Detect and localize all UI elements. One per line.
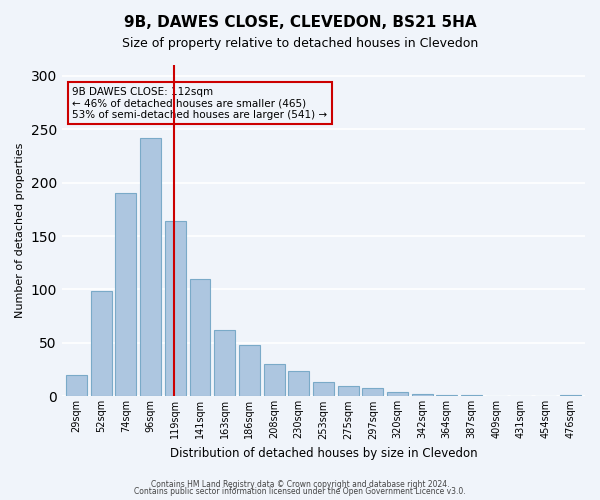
Bar (190, 279, 211, 396)
Bar (214, 330, 235, 396)
Bar (263, 364, 284, 396)
Bar (288, 370, 309, 396)
Text: Contains HM Land Registry data © Crown copyright and database right 2024.: Contains HM Land Registry data © Crown c… (151, 480, 449, 489)
Bar (338, 386, 359, 396)
Text: Contains public sector information licensed under the Open Government Licence v3: Contains public sector information licen… (134, 488, 466, 496)
Bar (313, 382, 334, 396)
Bar (165, 221, 186, 396)
Bar (140, 138, 161, 396)
Bar (412, 394, 433, 396)
Bar (115, 194, 136, 396)
Bar (91, 290, 112, 397)
Bar (387, 392, 408, 396)
Text: Size of property relative to detached houses in Clevedon: Size of property relative to detached ho… (122, 38, 478, 51)
Bar (362, 388, 383, 396)
X-axis label: Distribution of detached houses by size in Clevedon: Distribution of detached houses by size … (170, 447, 477, 460)
Text: 9B, DAWES CLOSE, CLEVEDON, BS21 5HA: 9B, DAWES CLOSE, CLEVEDON, BS21 5HA (124, 15, 476, 30)
Text: 9B DAWES CLOSE: 112sqm
← 46% of detached houses are smaller (465)
53% of semi-de: 9B DAWES CLOSE: 112sqm ← 46% of detached… (72, 86, 328, 120)
Bar (239, 345, 260, 397)
Y-axis label: Number of detached properties: Number of detached properties (15, 143, 25, 318)
Bar (66, 375, 87, 396)
